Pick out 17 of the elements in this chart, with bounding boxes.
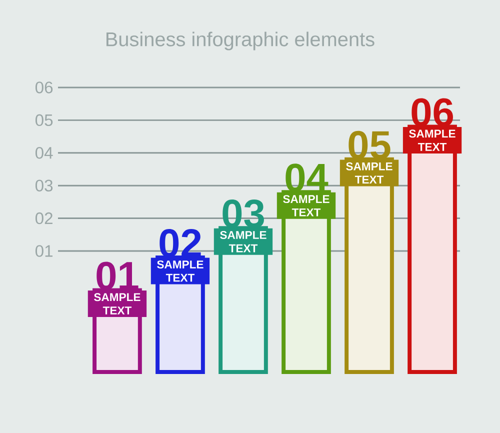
annotation: SAMPLE TEXT xyxy=(346,162,392,184)
y-tick-label: 02 xyxy=(35,212,52,224)
annotation: SAMPLE TEXT xyxy=(409,130,456,151)
annotation: SAMPLE TEXT xyxy=(283,195,330,216)
y-tick-label: 06 xyxy=(35,82,53,94)
annotation: 04 xyxy=(286,164,328,192)
chart-title: Business infographic elements xyxy=(106,32,374,50)
y-tick-label: 03 xyxy=(35,180,53,192)
annotation: SAMPLE TEXT xyxy=(94,293,140,314)
annotation: SAMPLE TEXT xyxy=(157,260,204,282)
annotation: SAMPLE TEXT xyxy=(220,231,266,252)
y-tick-label: 01 xyxy=(35,245,52,257)
y-tick-label: 05 xyxy=(35,114,53,126)
annotation: 03 xyxy=(222,200,264,228)
annotation: 05 xyxy=(348,130,390,160)
annotation: 06 xyxy=(412,98,453,126)
y-tick-label: 04 xyxy=(35,147,53,159)
